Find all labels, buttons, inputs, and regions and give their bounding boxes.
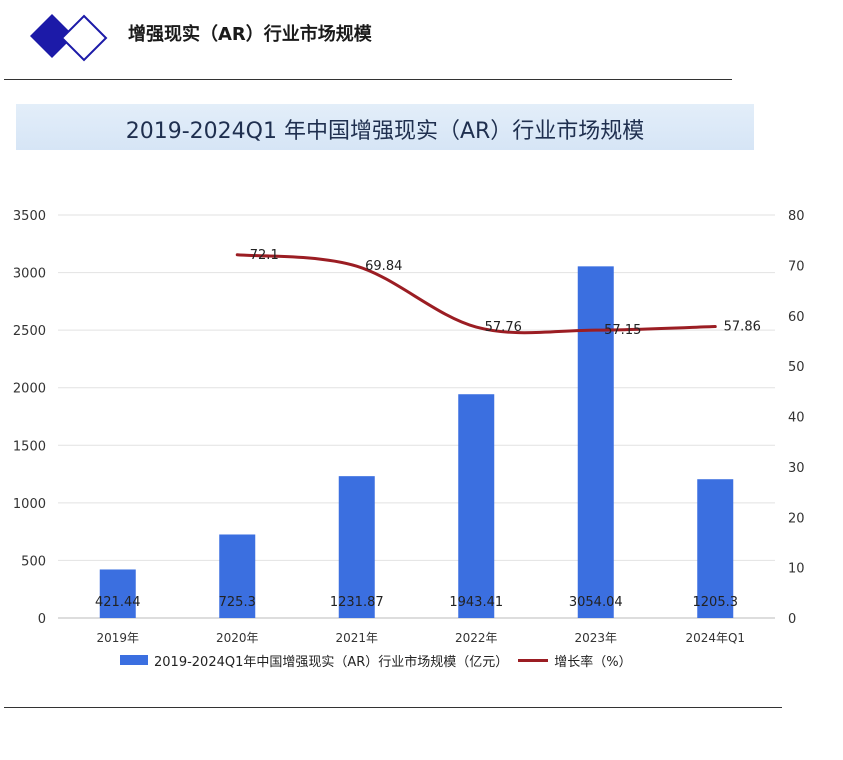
- bar-value-label: 421.44: [95, 595, 141, 610]
- line-value-label: 72.1: [250, 248, 279, 263]
- legend-label-line: 增长率（%）: [554, 654, 632, 670]
- y-left-tick-label: 2000: [13, 382, 46, 397]
- bar: [577, 266, 614, 618]
- y-right-tick-label: 30: [788, 461, 805, 476]
- bar-value-label: 1205.3: [693, 595, 739, 610]
- y-left-tick-label: 3000: [13, 267, 46, 282]
- y-left-tick-label: 2500: [13, 324, 46, 339]
- y-left-tick-label: 500: [21, 554, 46, 569]
- header-title: 增强现实（AR）行业市场规模: [128, 24, 372, 45]
- y-right-tick-label: 0: [788, 612, 796, 627]
- chart-banner: 2019-2024Q1 年中国增强现实（AR）行业市场规模: [16, 104, 754, 150]
- y-right-tick-label: 10: [788, 562, 805, 577]
- bar-value-label: 725.3: [219, 595, 256, 610]
- y-right-tick-label: 70: [788, 259, 805, 274]
- y-right-tick-label: 60: [788, 310, 805, 325]
- header-divider: [4, 79, 732, 80]
- line-value-label: 57.86: [724, 320, 761, 335]
- chart-banner-title: 2019-2024Q1 年中国增强现实（AR）行业市场规模: [125, 119, 645, 144]
- bar: [458, 394, 495, 618]
- x-tick-label: 2023年: [574, 631, 617, 645]
- combo-chart: 0 500 1000 1500 2000 2500 3000 3500 0 10 20 30 40 50 6…: [13, 209, 805, 645]
- bar-value-label: 1943.41: [449, 595, 503, 610]
- logo-icon: [30, 14, 108, 62]
- growth-rate-line: [235, 253, 717, 335]
- line-value-label: 57.76: [485, 320, 522, 335]
- line-value-label: 69.84: [365, 259, 402, 274]
- x-tick-label: 2019年: [96, 631, 139, 645]
- legend-label-bar: 2019-2024Q1年中国增强现实（AR）行业市场规模（亿元）: [154, 654, 509, 670]
- x-tick-label: 2020年: [216, 631, 259, 645]
- bar: [99, 569, 136, 618]
- y-left-tick-label: 3500: [13, 209, 46, 224]
- x-tick-label: 2021年: [335, 631, 378, 645]
- y-right-tick-label: 40: [788, 411, 805, 426]
- x-tick-label: 2024年Q1: [685, 631, 745, 645]
- bar-value-label: 3054.04: [569, 595, 623, 610]
- legend-swatch-line: [518, 658, 549, 662]
- bar: [219, 534, 256, 618]
- y-right-tick-label: 50: [788, 360, 805, 375]
- chart-legend: 2019-2024Q1年中国增强现实（AR）行业市场规模（亿元） 增长率（%）: [120, 650, 632, 670]
- legend-swatch-bar: [120, 655, 148, 665]
- y-right-tick-label: 80: [788, 209, 805, 224]
- bar-value-label: 1231.87: [330, 595, 384, 610]
- y-left-tick-label: 1000: [13, 497, 46, 512]
- y-left-tick-label: 1500: [13, 439, 46, 454]
- line-value-label: 57.15: [604, 323, 641, 338]
- y-right-tick-label: 20: [788, 511, 805, 526]
- x-tick-label: 2022年: [455, 631, 498, 645]
- y-left-tick-label: 0: [38, 612, 46, 627]
- footer-divider: [4, 707, 782, 708]
- bar: [338, 476, 375, 618]
- bar: [697, 479, 734, 618]
